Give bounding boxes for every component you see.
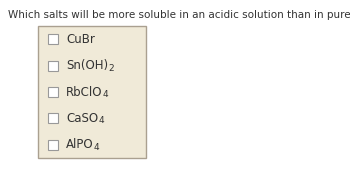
- Bar: [38, 26, 146, 158]
- Text: CaSO: CaSO: [66, 112, 98, 125]
- Text: 2: 2: [108, 64, 114, 73]
- Text: RbClO: RbClO: [66, 86, 103, 99]
- Bar: [48, 113, 58, 123]
- Text: AlPO: AlPO: [66, 138, 94, 151]
- Text: Which salts will be more soluble in an acidic solution than in pure water?: Which salts will be more soluble in an a…: [8, 10, 350, 20]
- Text: Sn(OH): Sn(OH): [66, 59, 108, 72]
- Bar: [48, 61, 58, 71]
- Text: CuBr: CuBr: [66, 33, 95, 46]
- Bar: [48, 140, 58, 150]
- Text: 4: 4: [94, 143, 99, 152]
- Text: 4: 4: [98, 116, 104, 125]
- Text: 4: 4: [103, 90, 108, 99]
- Bar: [48, 34, 58, 44]
- Bar: [48, 87, 58, 97]
